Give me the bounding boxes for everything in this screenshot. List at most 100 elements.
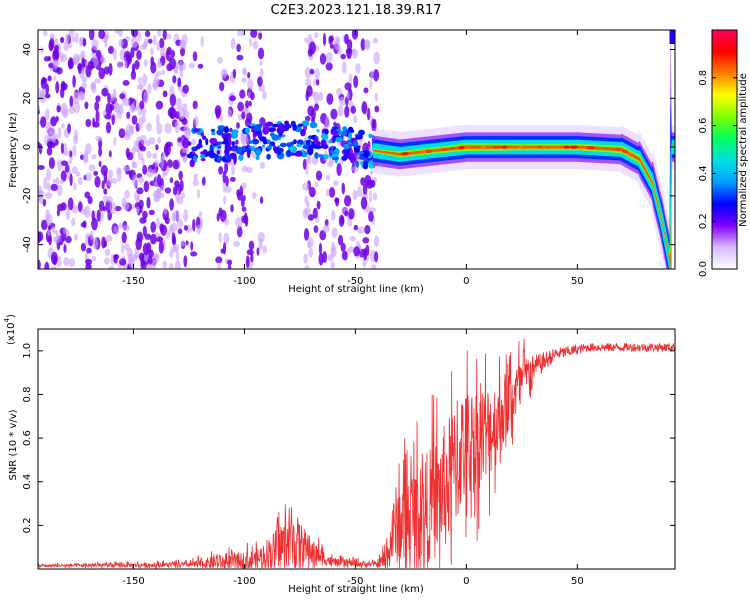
heatmap-noise-blob (113, 88, 117, 100)
heatmap-noise-blob (369, 79, 373, 90)
heatmap-noise-blob (147, 83, 152, 95)
heatmap-noise-blob (148, 38, 153, 44)
heatmap-noise-blob (52, 59, 60, 66)
heatmap-noise-blob (241, 111, 246, 120)
heatmap-noise-blob (366, 107, 371, 121)
heatmap-ridge-cluster (200, 157, 206, 162)
heatmap-noise-blob (56, 159, 63, 172)
heatmap-noise-blob (245, 255, 250, 269)
heatmap-noise-blob (222, 242, 227, 255)
bottom-y-ticks: 0.2 0.4 0.6 0.8 1.0 (22, 343, 675, 533)
heatmap-noise-blob (328, 187, 336, 198)
heatmap-noise-blob (322, 251, 328, 264)
heatmap-noise-blob (150, 47, 154, 56)
heatmap-ridge-cluster (224, 154, 232, 160)
heatmap-noise-blob (109, 201, 117, 215)
heatmap-hotspot (586, 146, 593, 150)
heatmap-noise-blob (364, 174, 372, 186)
heatmap-ridge-cluster (223, 126, 230, 134)
heatmap-noise-blob (171, 232, 176, 244)
heatmap-noise-blob (38, 143, 43, 155)
heatmap-noise-blob (43, 177, 48, 190)
heatmap-noise-blob (69, 173, 73, 186)
heatmap-noise-blob (142, 73, 148, 86)
heatmap-noise-blob (166, 165, 170, 172)
heatmap-noise-blob (192, 100, 198, 110)
heatmap-noise-blob (180, 192, 186, 199)
heatmap-noise-blob (40, 116, 47, 128)
heatmap-noise-blob (75, 171, 81, 177)
colorbar-tick-label: 0.6 (698, 118, 709, 134)
heatmap-hotspot (545, 145, 552, 149)
heatmap-noise-blob (304, 67, 312, 78)
heatmap-ridge-cluster (198, 138, 202, 146)
heatmap-noise-blob (51, 266, 57, 269)
heatmap-noise-blob (341, 182, 346, 195)
heatmap-noise-blob (305, 201, 310, 208)
heatmap-ridge-cluster (255, 155, 260, 161)
heatmap-noise-blob (223, 69, 228, 77)
heatmap-ridge-cluster (227, 138, 232, 146)
heatmap-ridge-cluster (215, 141, 219, 146)
heatmap-ridge-cluster (295, 150, 303, 157)
heatmap-noise-blob (348, 246, 355, 253)
heatmap-noise-blob (314, 181, 319, 188)
heatmap-noise-blob (71, 204, 79, 214)
heatmap-noise-blob (89, 230, 94, 241)
heatmap-noise-blob (143, 59, 148, 67)
heatmap-noise-blob (50, 116, 57, 127)
heatmap-hotspot (464, 145, 471, 149)
heatmap-noise-blob (353, 246, 361, 257)
heatmap-noise-blob (169, 106, 175, 116)
heatmap-noise-blob (105, 234, 113, 243)
heatmap-noise-blob (152, 35, 157, 46)
heatmap-hotspot (521, 145, 528, 149)
heatmap-noise-blob (182, 84, 189, 94)
heatmap-ridge-cluster (348, 132, 353, 140)
heatmap-ridge-cluster (355, 134, 362, 138)
heatmap-noise-blob (98, 200, 105, 212)
heatmap-noise-blob (348, 208, 355, 220)
heatmap-noise-blob (177, 228, 183, 235)
heatmap-noise-blob (131, 30, 139, 38)
heatmap-noise-blob (114, 30, 121, 34)
heatmap-noise-blob (337, 105, 344, 117)
heatmap-noise-blob (84, 101, 89, 110)
heatmap-noise-blob (249, 38, 252, 47)
heatmap-ridge-cluster (251, 138, 260, 145)
heatmap-noise-blob (360, 177, 366, 186)
heatmap-noise-blob (172, 186, 178, 196)
heatmap-ridge-cluster (292, 123, 297, 131)
heatmap-noise-blob (46, 168, 52, 182)
heatmap-noise-blob (241, 165, 248, 173)
heatmap-noise-blob (136, 50, 142, 60)
heatmap-noise-blob (368, 190, 373, 204)
heatmap-ridge-cluster (334, 148, 340, 155)
heatmap-noise-blob (139, 134, 147, 145)
heatmap-noise-blob (333, 180, 339, 187)
heatmap-noise-blob (262, 245, 268, 254)
top-y-axis-label: Frequency (Hz) (8, 112, 19, 188)
heatmap-noise-blob (144, 30, 151, 38)
heatmap-noise-blob (134, 60, 140, 70)
colorbar-tick-label: 0.0 (698, 261, 709, 277)
heatmap-noise-blob (39, 190, 45, 199)
heatmap-noise-blob (122, 97, 130, 107)
heatmap-noise-blob (104, 248, 111, 257)
heatmap-noise-blob (262, 90, 267, 100)
heatmap-noise-blob (63, 256, 70, 266)
heatmap-noise-blob (247, 78, 254, 90)
heatmap-noise-blob (98, 67, 106, 80)
heatmap-noise-blob (77, 176, 83, 186)
heatmap-ridge-cluster (342, 126, 348, 132)
heatmap-noise-blob (248, 100, 252, 107)
heatmap-noise-blob (155, 144, 159, 151)
heatmap-noise-blob (146, 122, 152, 132)
heatmap-noise-blob (178, 60, 184, 72)
heatmap-noise-blob (142, 164, 148, 175)
heatmap-noise-blob (71, 36, 76, 42)
heatmap-noise-blob (68, 30, 75, 38)
heatmap-noise-blob (98, 160, 102, 168)
heatmap-noise-blob (59, 36, 65, 44)
heatmap-noise-blob (353, 224, 358, 231)
